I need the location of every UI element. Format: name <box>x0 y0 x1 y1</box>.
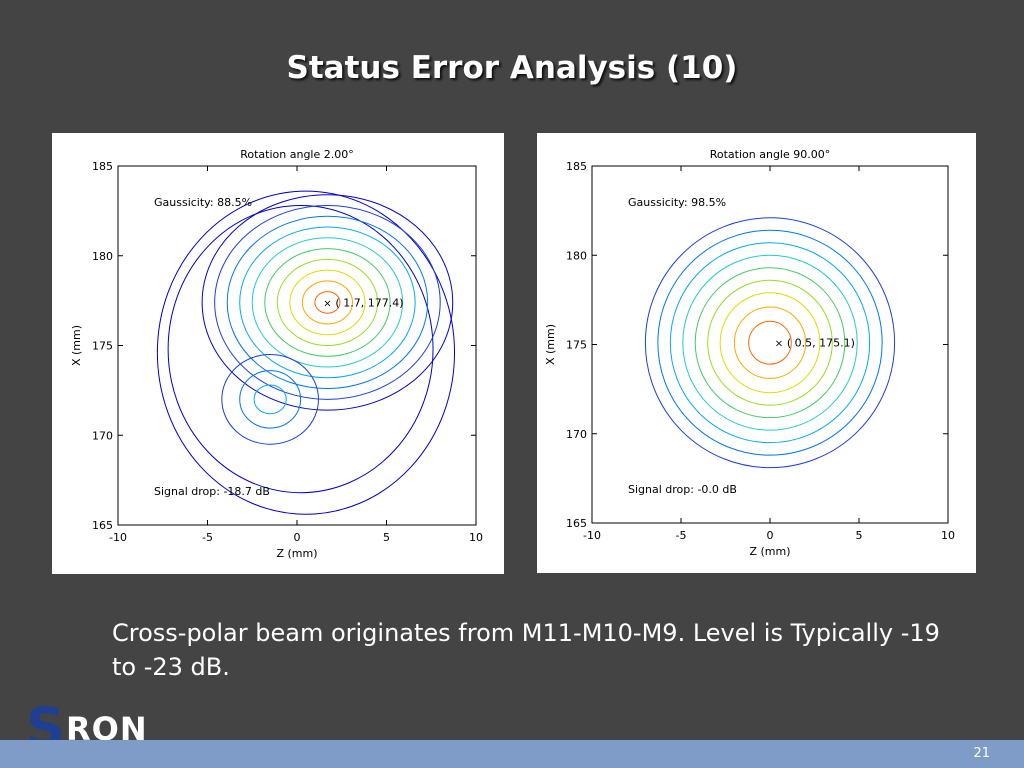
contour-line-main <box>239 226 416 379</box>
x-tick-label: 0 <box>767 529 774 542</box>
peak-marker: × <box>775 339 783 350</box>
contour-line-main <box>644 217 896 469</box>
chart-title: Rotation angle 2.00° <box>240 148 354 161</box>
y-tick-label: 165 <box>92 519 113 532</box>
contour-plot-svg: -10 -5 0 5 10 165 170 175 180 185 Rotation angle 2… <box>70 148 483 560</box>
contour-outer-line <box>167 204 434 494</box>
x-tick-label: -10 <box>109 531 127 544</box>
signal-drop-annotation: Signal drop: -18.7 dB <box>154 485 270 498</box>
x-tick-label: 10 <box>469 531 483 544</box>
contour-lines <box>156 190 456 515</box>
contour-line-main <box>707 279 833 406</box>
x-tick-label: -5 <box>676 529 687 542</box>
contour-line-secondary <box>253 384 287 415</box>
contour-outer-line <box>156 190 456 515</box>
signal-drop-annotation: Signal drop: -0.0 dB <box>628 483 737 496</box>
y-tick-label: 185 <box>92 160 113 173</box>
contour-line-main <box>682 254 858 431</box>
slide-caption: Cross-polar beam originates from M11-M10… <box>112 619 940 681</box>
x-tick-label: 5 <box>856 529 863 542</box>
contour-line-main <box>669 242 871 444</box>
contour-line-main <box>657 229 883 456</box>
contour-line-main <box>719 292 821 394</box>
contour-line-main <box>748 320 792 365</box>
gaussicity-annotation: Gaussicity: 98.5% <box>628 196 726 209</box>
page-number: 21 <box>973 746 990 761</box>
contour-plot-rotation-2deg: -10 -5 0 5 10 165 170 175 180 185 Rotation angle 2… <box>52 133 504 574</box>
contour-lines <box>644 217 896 469</box>
contour-line-main <box>201 194 454 411</box>
x-axis-label: Z (mm) <box>276 547 317 560</box>
slide-title: Status Error Analysis (10) <box>286 50 738 86</box>
contour-line-main <box>694 267 846 419</box>
contour-line-main <box>264 248 391 357</box>
contour-line-secondary <box>221 353 319 445</box>
gaussicity-annotation: Gaussicity: 88.5% <box>154 196 252 209</box>
y-tick-label: 180 <box>92 250 113 263</box>
y-tick-label: 175 <box>92 340 113 353</box>
x-tick-label: 0 <box>294 531 301 544</box>
peak-label: ( 1.7, 177.4) <box>335 296 403 309</box>
contour-line-secondary <box>239 370 302 429</box>
chart-title: Rotation angle 90.00° <box>710 148 831 161</box>
contour-line-main <box>301 280 353 325</box>
peak-label: ( 0.5, 175.1) <box>787 337 855 350</box>
y-axis-label: X (mm) <box>544 324 557 365</box>
contour-line-main <box>289 269 366 336</box>
x-tick-label: 10 <box>941 529 955 542</box>
y-tick-label: 180 <box>566 249 587 262</box>
y-tick-label: 175 <box>566 339 587 352</box>
y-axis-label: X (mm) <box>70 325 83 366</box>
contour-line-main <box>226 215 429 390</box>
contour-line-main <box>733 306 807 379</box>
contour-line-main <box>251 237 404 368</box>
y-tick-label: 170 <box>566 428 587 441</box>
x-tick-label: 5 <box>383 531 390 544</box>
x-tick-label: -10 <box>583 529 601 542</box>
contour-plot-svg: -10 -5 0 5 10 165 170 175 180 185 Rotation angle 9… <box>544 148 955 558</box>
contour-plot-rotation-90deg: -10 -5 0 5 10 165 170 175 180 185 Rotation angle 9… <box>537 133 976 573</box>
footer-bar: 21 <box>0 740 1024 768</box>
peak-marker: × <box>323 298 331 309</box>
y-tick-label: 165 <box>566 517 587 530</box>
x-tick-label: -5 <box>202 531 213 544</box>
y-tick-label: 170 <box>92 429 113 442</box>
x-axis-label: Z (mm) <box>749 545 790 558</box>
contour-line-main <box>314 291 341 314</box>
contour-line-main <box>276 258 379 346</box>
contour-line-main <box>214 204 441 400</box>
y-tick-label: 185 <box>566 160 587 173</box>
